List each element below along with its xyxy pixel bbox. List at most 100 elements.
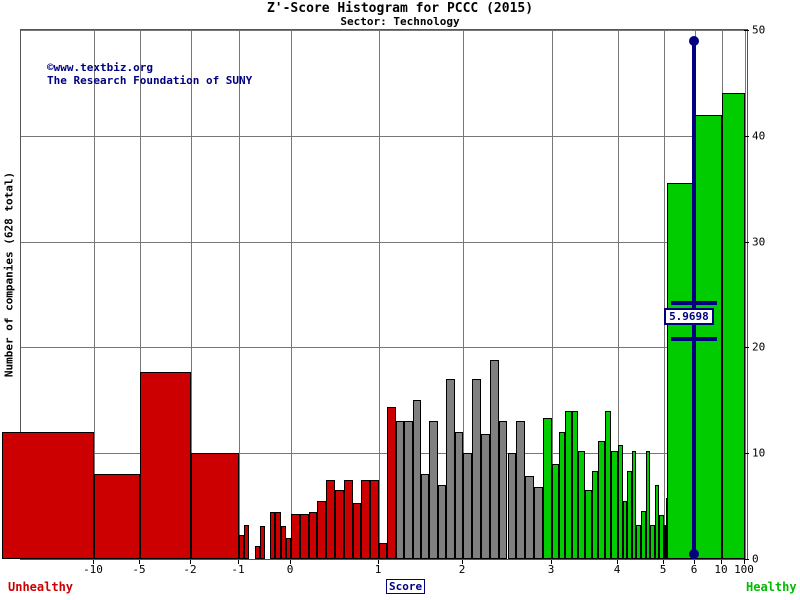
x-tick-label: 2 <box>458 563 466 576</box>
histogram-bar <box>270 512 276 559</box>
gridline-horizontal <box>21 135 747 137</box>
histogram-bar <box>498 421 508 559</box>
x-tick-label: -5 <box>132 563 146 576</box>
score-marker-bracket <box>671 300 718 305</box>
gridline-vertical <box>552 30 553 559</box>
histogram-bar <box>516 421 526 559</box>
histogram-bar <box>654 484 660 559</box>
x-tick-label: -2 <box>183 563 197 576</box>
x-tick-mark <box>744 560 745 564</box>
x-tick-label: 100 <box>734 563 754 576</box>
x-tick-mark <box>378 560 379 564</box>
histogram-bar <box>591 471 599 559</box>
score-marker-line <box>692 41 697 559</box>
y-tick-label: 50 <box>752 23 766 37</box>
histogram-bar <box>191 453 239 559</box>
histogram-bar <box>404 421 413 559</box>
histogram-bar <box>429 421 438 559</box>
histogram-bar <box>618 444 623 559</box>
histogram-bar <box>291 513 300 559</box>
histogram-bar <box>343 479 353 559</box>
y-tick-label: 40 <box>752 129 766 143</box>
plot-area: 5.9698 ©www.textbiz.org The Research Fou… <box>2 29 748 560</box>
x-tick-label: 3 <box>547 563 555 576</box>
x-tick-label: 6 <box>690 563 698 576</box>
score-marker-bracket <box>671 336 718 341</box>
x-tick-mark <box>694 560 695 564</box>
gridline-horizontal <box>21 347 747 349</box>
histogram-bar <box>94 474 140 559</box>
histogram-bar <box>317 500 327 559</box>
histogram-bar <box>650 525 655 559</box>
x-tick-mark <box>551 560 552 564</box>
histogram-bar <box>259 526 265 559</box>
histogram-bar <box>641 511 646 559</box>
x-tick-mark <box>663 560 664 564</box>
score-marker-dot-bottom <box>689 549 700 559</box>
gridline-horizontal <box>21 453 747 455</box>
histogram-bar <box>507 453 517 559</box>
page-subtitle: Sector: Technology <box>340 15 460 28</box>
histogram-bar <box>140 371 191 559</box>
x-tick-mark <box>190 560 191 564</box>
histogram-bar <box>463 453 472 559</box>
y-tick-mark <box>744 241 749 243</box>
y-axis-label: Number of companies (628 total) <box>2 171 16 378</box>
gridline-vertical <box>463 30 464 559</box>
histogram-bar <box>446 379 455 559</box>
x-tick-mark <box>462 560 463 564</box>
credit-block: ©www.textbiz.org The Research Foundation… <box>47 61 252 87</box>
histogram-bar <box>664 525 666 559</box>
histogram-bar <box>667 183 695 559</box>
gridline-vertical <box>664 30 665 559</box>
histogram-bar <box>631 451 637 559</box>
histogram-bar <box>604 410 612 559</box>
histogram-bar <box>636 525 641 559</box>
histogram-bar <box>659 514 664 559</box>
gridline-vertical <box>379 30 380 559</box>
histogram-bar <box>585 490 592 559</box>
score-marker-dot-top <box>689 36 700 46</box>
histogram-bar <box>558 432 566 559</box>
y-tick-mark <box>744 453 749 455</box>
x-tick-label: 0 <box>286 563 294 576</box>
histogram-bar <box>722 93 745 559</box>
histogram-bar <box>598 440 605 559</box>
histogram-bar <box>454 432 463 559</box>
gridline-vertical <box>191 30 192 559</box>
histogram-bar <box>471 379 481 559</box>
histogram-bar <box>480 434 490 559</box>
y-tick-label: 30 <box>752 235 766 249</box>
histogram-bar <box>335 490 344 559</box>
x-tick-label: -1 <box>231 563 245 576</box>
histogram-bar <box>379 543 388 559</box>
histogram-bar <box>571 410 579 559</box>
healthy-label: Healthy <box>746 580 797 594</box>
x-tick-mark <box>721 560 722 564</box>
unhealthy-label: Unhealthy <box>8 580 74 594</box>
histogram-bar <box>412 400 421 559</box>
x-tick-mark <box>139 560 140 564</box>
y-tick-label: 20 <box>752 340 766 354</box>
histogram-bar <box>552 463 559 559</box>
x-tick-mark <box>290 560 291 564</box>
y-tick-label: 0 <box>752 552 759 566</box>
histogram-bar <box>275 512 281 559</box>
histogram-bar <box>611 451 618 559</box>
gridline-vertical <box>239 30 240 559</box>
histogram-bar <box>525 476 535 559</box>
histogram-bar <box>543 418 552 559</box>
histogram-bar <box>352 502 362 559</box>
y-tick-mark <box>744 135 749 137</box>
histogram-bar <box>534 487 544 559</box>
gridline-vertical <box>291 30 292 559</box>
page-title: Z'-Score Histogram for PCCC (2015) <box>266 1 534 16</box>
credit-line-2: The Research Foundation of SUNY <box>47 74 253 87</box>
histogram-bar <box>578 451 585 559</box>
histogram-bar <box>387 406 396 559</box>
gridline-vertical <box>94 30 95 559</box>
x-tick-label: 5 <box>659 563 667 576</box>
gridline-horizontal <box>21 30 747 31</box>
histogram-bar <box>2 432 94 559</box>
